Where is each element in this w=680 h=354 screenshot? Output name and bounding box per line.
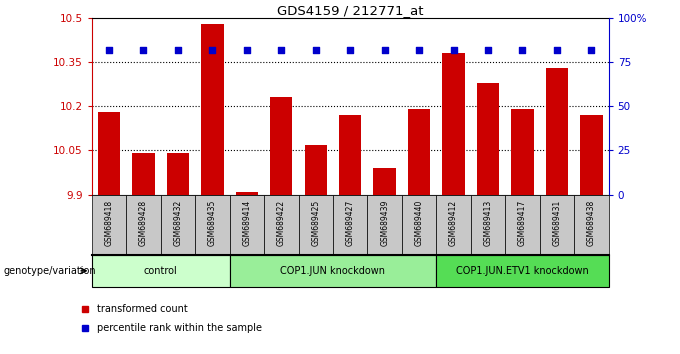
Text: percentile rank within the sample: percentile rank within the sample	[97, 323, 262, 333]
Text: control: control	[144, 266, 177, 276]
Text: GSM689438: GSM689438	[587, 200, 596, 246]
Bar	[511, 109, 534, 195]
Bar	[443, 53, 464, 195]
Bar	[299, 195, 333, 255]
Bar	[98, 112, 120, 195]
Text: GSM689417: GSM689417	[518, 200, 527, 246]
Text: GSM689428: GSM689428	[139, 200, 148, 246]
Bar	[333, 195, 367, 255]
Text: GSM689418: GSM689418	[105, 200, 114, 246]
Point	[517, 47, 528, 52]
Bar	[437, 195, 471, 255]
Point	[241, 47, 252, 52]
Bar	[574, 195, 609, 255]
Bar	[373, 168, 396, 195]
Point	[345, 47, 356, 52]
Text: GSM689431: GSM689431	[552, 200, 562, 246]
Bar	[437, 255, 609, 287]
Bar	[92, 255, 230, 287]
Point	[483, 47, 494, 52]
Bar	[339, 115, 361, 195]
Point	[207, 47, 218, 52]
Bar	[402, 195, 437, 255]
Point	[103, 47, 114, 52]
Bar	[160, 195, 195, 255]
Bar	[477, 82, 499, 195]
Bar	[126, 195, 160, 255]
Point	[173, 47, 184, 52]
Text: GSM689413: GSM689413	[483, 200, 492, 246]
Text: GSM689439: GSM689439	[380, 200, 389, 246]
Point	[448, 47, 459, 52]
Bar	[230, 195, 264, 255]
Point	[310, 47, 321, 52]
Bar	[133, 153, 154, 195]
Bar	[471, 195, 505, 255]
Point	[586, 47, 597, 52]
Bar	[270, 97, 292, 195]
Bar	[195, 195, 230, 255]
Text: GSM689432: GSM689432	[173, 200, 182, 246]
Text: GSM689422: GSM689422	[277, 200, 286, 246]
Bar	[540, 195, 574, 255]
Bar	[580, 115, 602, 195]
Bar	[505, 195, 540, 255]
Point	[413, 47, 424, 52]
Text: GSM689425: GSM689425	[311, 200, 320, 246]
Bar	[546, 68, 568, 195]
Bar	[201, 24, 224, 195]
Text: GSM689435: GSM689435	[208, 200, 217, 246]
Text: genotype/variation: genotype/variation	[3, 266, 96, 276]
Text: GSM689440: GSM689440	[415, 200, 424, 246]
Text: GSM689427: GSM689427	[345, 200, 355, 246]
Point	[276, 47, 287, 52]
Point	[551, 47, 562, 52]
Text: GSM689414: GSM689414	[242, 200, 252, 246]
Bar	[264, 195, 299, 255]
Bar	[367, 195, 402, 255]
Bar	[230, 255, 437, 287]
Text: COP1.JUN.ETV1 knockdown: COP1.JUN.ETV1 knockdown	[456, 266, 589, 276]
Point	[138, 47, 149, 52]
Bar	[167, 153, 189, 195]
Text: GSM689412: GSM689412	[449, 200, 458, 246]
Text: COP1.JUN knockdown: COP1.JUN knockdown	[280, 266, 386, 276]
Point	[379, 47, 390, 52]
Bar	[92, 195, 126, 255]
Bar	[305, 144, 327, 195]
Title: GDS4159 / 212771_at: GDS4159 / 212771_at	[277, 4, 424, 17]
Text: transformed count: transformed count	[97, 304, 188, 314]
Bar	[408, 109, 430, 195]
Bar	[236, 192, 258, 195]
